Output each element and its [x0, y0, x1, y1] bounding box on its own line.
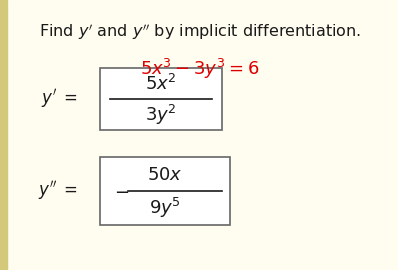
Bar — [100, 157, 230, 225]
Text: $50x$: $50x$ — [147, 166, 183, 184]
Text: $9y^5$: $9y^5$ — [149, 196, 181, 220]
Text: $y''\!$  =: $y''\!$ = — [38, 180, 78, 202]
Text: $5x^3 - 3y^3 = 6$: $5x^3 - 3y^3 = 6$ — [140, 57, 259, 81]
Bar — [100, 68, 222, 130]
Text: $5x^2$: $5x^2$ — [145, 74, 177, 94]
Text: Find $y'$ and $y''$ by implicit differentiation.: Find $y'$ and $y''$ by implicit differen… — [39, 22, 361, 42]
Text: $y'\!$  =: $y'\!$ = — [41, 87, 78, 110]
Bar — [0, 0, 7, 270]
Text: $-$: $-$ — [114, 182, 129, 200]
Text: $3y^2$: $3y^2$ — [145, 103, 177, 127]
